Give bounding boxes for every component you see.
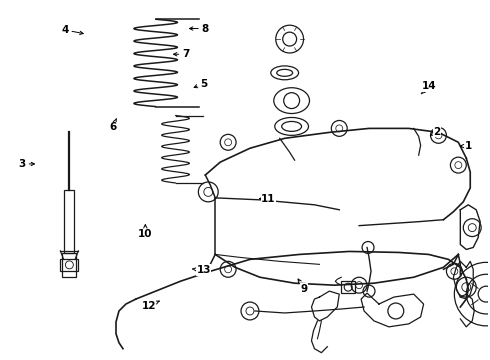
- Text: 8: 8: [190, 23, 209, 33]
- Text: 14: 14: [421, 81, 436, 94]
- Text: 4: 4: [61, 25, 83, 35]
- Text: 13: 13: [193, 265, 211, 275]
- Text: 3: 3: [19, 159, 34, 169]
- Text: 5: 5: [194, 78, 207, 89]
- Bar: [62, 253, 76, 277]
- Text: 10: 10: [138, 225, 152, 239]
- Bar: [64, 190, 74, 253]
- Text: 2: 2: [430, 127, 441, 137]
- Text: 11: 11: [260, 194, 275, 203]
- Bar: [60, 259, 78, 271]
- Text: 9: 9: [298, 279, 308, 294]
- Text: 12: 12: [142, 301, 159, 311]
- Text: 6: 6: [109, 119, 116, 132]
- Text: 7: 7: [173, 49, 189, 59]
- Bar: [341, 281, 355, 293]
- Text: 1: 1: [461, 141, 472, 151]
